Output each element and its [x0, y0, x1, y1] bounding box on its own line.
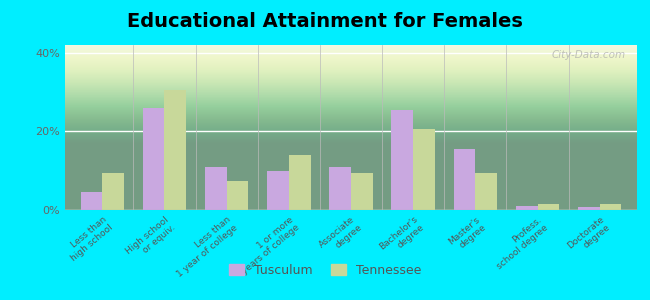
Bar [289, 155, 311, 210]
Text: Educational Attainment for Females: Educational Attainment for Females [127, 12, 523, 31]
Bar [600, 204, 621, 210]
Bar [227, 181, 248, 210]
Bar [330, 167, 351, 210]
Bar [413, 130, 435, 210]
Bar [515, 206, 538, 210]
Bar [391, 110, 413, 210]
Bar [538, 204, 559, 210]
Text: City-Data.com: City-Data.com [551, 50, 625, 60]
Bar [454, 149, 475, 210]
Bar [475, 173, 497, 210]
Bar [351, 173, 372, 210]
Bar [143, 108, 164, 210]
Bar [81, 192, 102, 210]
Legend: Tusculum, Tennessee: Tusculum, Tennessee [224, 259, 426, 282]
Bar [578, 207, 600, 210]
Bar [267, 171, 289, 210]
Bar [205, 167, 227, 210]
Bar [102, 173, 124, 210]
Bar [164, 90, 187, 210]
